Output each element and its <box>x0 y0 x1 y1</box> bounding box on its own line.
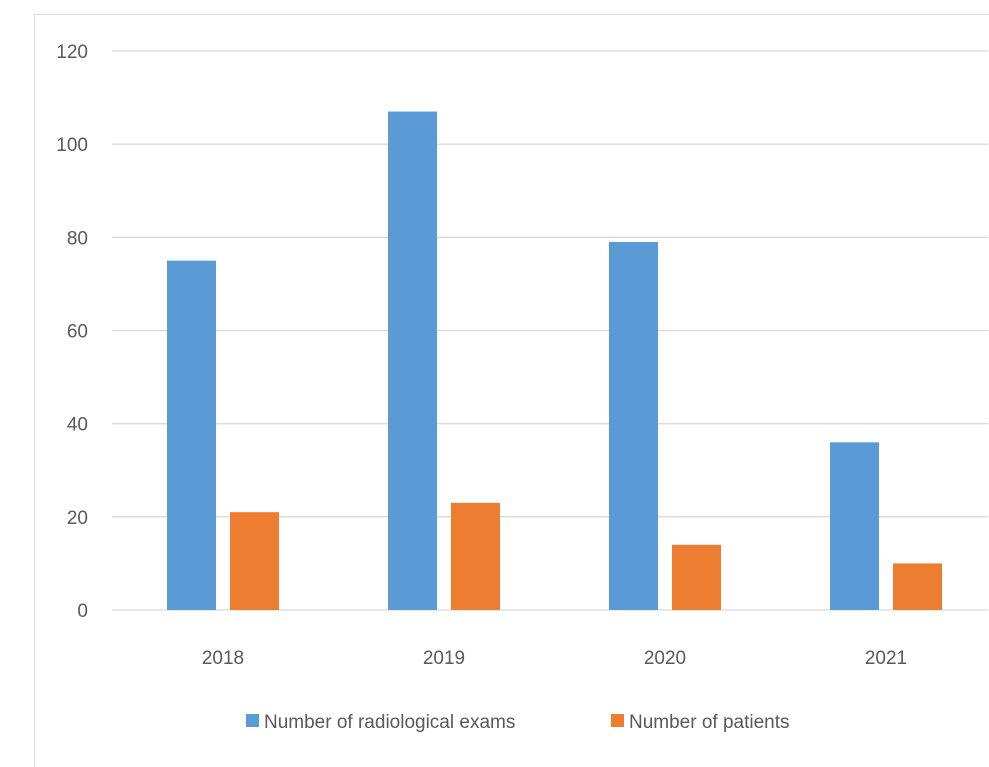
y-tick-label: 40 <box>67 415 88 436</box>
y-tick-label: 60 <box>67 322 88 343</box>
bars <box>167 111 942 610</box>
bar-exams-2018 <box>167 260 216 610</box>
x-tick-label: 2018 <box>202 648 244 669</box>
legend-label-exams: Number of radiological exams <box>264 712 515 733</box>
legend-swatch-patients <box>611 714 624 727</box>
x-tick-label: 2021 <box>865 648 907 669</box>
x-axis-ticks: 2018 2019 2020 2021 <box>202 648 907 669</box>
bar-patients-2018 <box>230 512 279 610</box>
y-axis-ticks: 0 20 40 60 80 100 120 <box>56 42 88 622</box>
bar-exams-2021 <box>830 442 879 610</box>
bar-patients-2021 <box>893 563 942 610</box>
bar-patients-2020 <box>672 544 721 610</box>
y-tick-label: 0 <box>77 601 88 622</box>
legend: Number of radiological exams Number of pa… <box>246 712 790 733</box>
bar-exams-2019 <box>388 111 437 610</box>
y-tick-label: 20 <box>67 508 88 529</box>
legend-swatch-exams <box>246 714 259 727</box>
legend-label-patients: Number of patients <box>629 712 790 733</box>
bar-exams-2020 <box>609 241 658 610</box>
y-tick-label: 100 <box>56 135 88 156</box>
x-tick-label: 2020 <box>644 648 686 669</box>
y-tick-label: 80 <box>67 228 88 249</box>
y-tick-label: 120 <box>56 42 88 63</box>
bar-patients-2019 <box>451 502 500 610</box>
x-tick-label: 2019 <box>423 648 465 669</box>
